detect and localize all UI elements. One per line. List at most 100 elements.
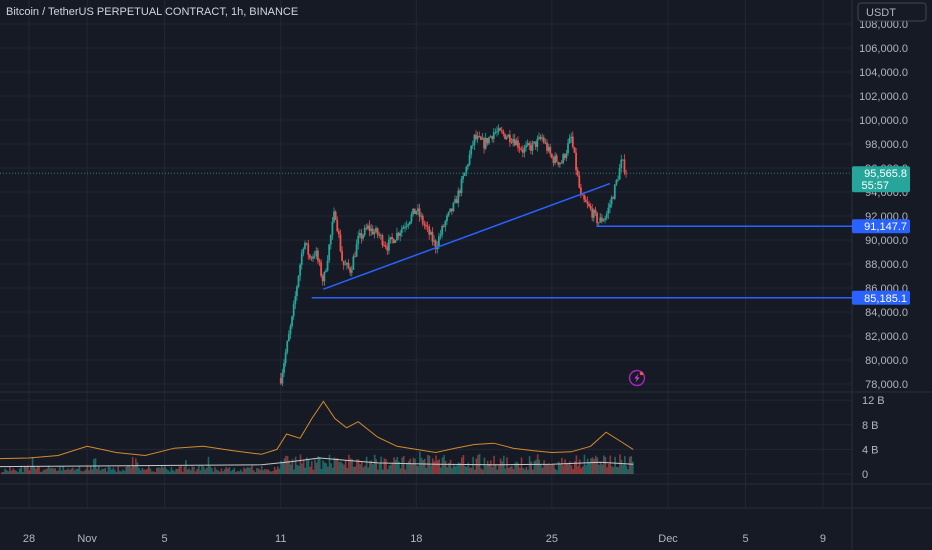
volume-bar — [122, 469, 124, 474]
volume-bar — [238, 471, 240, 474]
volume-bar — [378, 463, 381, 474]
volume-bar — [309, 466, 311, 474]
candle-body — [589, 206, 592, 209]
candle-body — [486, 138, 489, 144]
volume-bar — [506, 457, 508, 474]
volume-bar — [335, 458, 337, 474]
volume-bar — [154, 472, 157, 474]
candle-body — [439, 234, 442, 237]
candle-body — [588, 203, 590, 207]
volume-bar — [168, 471, 171, 474]
volume-bar — [333, 457, 336, 474]
volume-bar — [557, 461, 560, 474]
volume-bar — [407, 461, 410, 474]
volume-bar — [582, 466, 584, 474]
candle-body — [591, 208, 594, 218]
volume-bar — [270, 471, 273, 474]
flash-icon[interactable] — [628, 369, 646, 387]
volume-bar — [230, 471, 232, 474]
volume-axis: 12 B 8 B 4 B 0 — [862, 395, 885, 481]
candle-body — [284, 352, 287, 364]
candle-body — [286, 341, 289, 353]
volume-bar — [553, 464, 555, 474]
volume-bar — [183, 466, 186, 474]
candle-body — [368, 225, 371, 232]
volume-bar — [214, 467, 216, 474]
candle-body — [412, 208, 414, 215]
candle-body — [578, 175, 581, 188]
volume-bar — [588, 462, 591, 474]
candle-body — [505, 137, 508, 140]
candle-body — [559, 162, 561, 165]
candle-body — [357, 235, 360, 245]
volume-bar — [546, 464, 549, 474]
volume-bar — [78, 466, 81, 474]
volume-bar — [157, 467, 160, 474]
candle-body — [604, 218, 607, 220]
volume-bar — [562, 465, 565, 474]
volume-bar — [12, 468, 15, 474]
drawing-tools[interactable] — [311, 182, 852, 299]
candle-body — [362, 235, 364, 239]
volume-bar — [352, 466, 355, 474]
volume-bar — [367, 467, 370, 474]
candle-body — [450, 208, 453, 212]
volume-bar — [341, 463, 344, 474]
candle-body — [534, 141, 537, 147]
volume-bar — [138, 468, 140, 474]
candle-body — [313, 255, 316, 257]
candle-body — [541, 137, 544, 139]
volume-bar — [28, 470, 31, 474]
volume-bar — [428, 455, 431, 474]
price-tag — [852, 219, 910, 234]
volume-bar — [440, 467, 442, 474]
volume-bar — [248, 467, 250, 474]
volume-bar — [549, 465, 552, 474]
candle-body — [446, 215, 448, 222]
price-tag — [852, 166, 910, 193]
volume-bar — [17, 472, 19, 474]
time-axis[interactable]: 28 Nov 5 11 18 25 Dec 5 9 — [23, 533, 826, 545]
candle-body — [610, 197, 613, 205]
volume-bar — [175, 468, 178, 474]
volume-bar — [614, 456, 616, 474]
volume-bar — [441, 457, 444, 474]
volume-bar — [569, 461, 571, 474]
volume-bar — [556, 470, 558, 474]
volume-bar — [469, 467, 471, 474]
volume-bar — [561, 457, 563, 474]
volume-bar — [257, 468, 260, 474]
volume-bar — [483, 457, 486, 474]
candle-body — [363, 227, 366, 236]
volume-bar — [344, 460, 347, 474]
volume-bar — [70, 468, 73, 474]
volume-bar — [160, 465, 163, 474]
candle-body — [341, 251, 343, 261]
currency-button[interactable]: USDT — [857, 2, 927, 22]
candle-body — [291, 316, 293, 327]
volume-bar — [30, 465, 32, 474]
volume-bar — [515, 461, 518, 474]
time-tick-label: 11 — [275, 533, 286, 545]
volume-bar — [540, 464, 542, 474]
volume-bar — [617, 467, 620, 474]
candle-body — [518, 147, 521, 149]
candle-body — [567, 143, 569, 154]
volume-bar — [535, 459, 537, 474]
volume-bar — [520, 457, 523, 474]
volume-bar — [96, 468, 98, 474]
volume-bar — [18, 468, 21, 474]
volume-bar — [591, 457, 594, 474]
volume-bar — [501, 461, 503, 474]
volume-bar — [4, 468, 6, 474]
volume-bar — [107, 466, 110, 474]
candle-body — [399, 232, 402, 236]
candle-body — [613, 184, 616, 199]
candle-body — [289, 326, 292, 335]
candle-body — [470, 145, 473, 155]
volume-bar — [80, 470, 82, 474]
candle-body — [523, 147, 526, 153]
volume-bar — [620, 459, 623, 474]
volume-bar — [449, 459, 452, 474]
